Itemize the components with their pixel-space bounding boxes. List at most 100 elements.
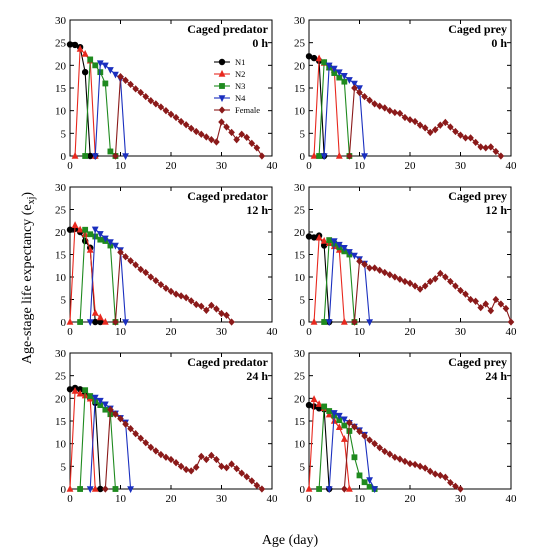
data-point (71, 221, 79, 228)
data-point (81, 49, 89, 57)
data-point (66, 484, 74, 492)
series-female (112, 248, 235, 326)
data-point (356, 427, 363, 436)
y-tick-label: 20 (55, 60, 67, 72)
data-point (406, 459, 414, 468)
data-point (356, 85, 363, 93)
data-point (87, 231, 94, 238)
series-female (102, 406, 266, 493)
plot-area (66, 41, 266, 161)
data-point (340, 245, 348, 252)
data-point (315, 400, 323, 407)
data-point (132, 261, 139, 269)
data-point (310, 395, 318, 402)
y-tick-label: 10 (55, 272, 67, 284)
data-point (442, 118, 449, 127)
data-point (371, 486, 379, 494)
series-female (351, 257, 515, 326)
data-point (82, 387, 89, 394)
data-point (340, 416, 348, 424)
data-point (507, 318, 515, 326)
data-point (356, 257, 363, 265)
data-point (101, 235, 109, 243)
plot-frame (69, 186, 273, 323)
data-point (86, 319, 94, 327)
x-tick-label: 40 (506, 493, 518, 505)
data-point (96, 397, 104, 405)
y-tick-label: 30 (294, 15, 306, 27)
panel-title: Caged prey (448, 189, 507, 203)
y-tick-label: 20 (294, 393, 306, 405)
data-point (452, 127, 459, 136)
y-tick-label: 30 (294, 182, 306, 194)
data-point (81, 68, 89, 76)
data-point (253, 144, 261, 152)
data-point (112, 410, 119, 418)
data-point (330, 410, 338, 417)
data-point (361, 260, 368, 269)
data-point (421, 464, 429, 472)
data-point (426, 277, 434, 286)
data-point (351, 252, 358, 260)
data-point (497, 152, 505, 160)
data-point (391, 273, 399, 281)
legend-label: N3 (235, 81, 245, 91)
y-tick-label: 5 (61, 461, 67, 473)
data-point (340, 317, 348, 325)
data-point (122, 420, 129, 428)
y-tick-label: 0 (61, 317, 67, 329)
x-tick-label: 20 (166, 160, 178, 172)
data-point (112, 242, 119, 250)
legend-label: N4 (235, 93, 246, 103)
data-point (477, 143, 485, 151)
data-point (335, 241, 343, 249)
data-point (421, 282, 429, 290)
data-point (233, 136, 240, 144)
data-point (107, 67, 114, 74)
plot-area (305, 53, 505, 161)
data-point (182, 121, 190, 129)
x-tick-label: 10 (354, 326, 366, 338)
data-point (96, 313, 104, 321)
data-point (228, 460, 235, 468)
y-tick-label: 0 (300, 151, 306, 163)
data-point (346, 484, 353, 492)
plot-frame (308, 19, 512, 157)
legend-marker (219, 83, 225, 89)
data-point (77, 486, 83, 492)
data-point (258, 152, 266, 160)
data-point (381, 268, 389, 277)
data-point (416, 121, 424, 129)
y-tick-label: 15 (294, 83, 306, 95)
data-point (416, 462, 424, 470)
data-point (112, 486, 119, 492)
y-tick-label: 10 (55, 439, 67, 451)
data-point (208, 136, 215, 144)
panel-subtitle: 12 h (246, 203, 268, 217)
legend: N1 N2 N3 N4 Female (214, 57, 260, 115)
data-point (371, 100, 378, 108)
data-point (142, 268, 150, 277)
data-point (340, 435, 348, 442)
y-tick-label: 30 (294, 348, 306, 360)
data-point (346, 249, 353, 256)
data-point (366, 96, 373, 104)
data-point (102, 485, 109, 493)
data-point (218, 309, 225, 318)
data-point (396, 455, 404, 463)
data-point (381, 104, 389, 112)
data-point (326, 237, 333, 243)
data-point (346, 152, 353, 160)
data-point (321, 319, 328, 325)
data-point (203, 133, 210, 141)
data-point (477, 303, 485, 312)
data-point (157, 281, 165, 289)
y-tick-label: 10 (55, 106, 67, 118)
data-point (411, 282, 419, 290)
data-point (346, 77, 353, 84)
data-point (431, 275, 439, 283)
data-point (177, 117, 185, 126)
data-point (472, 138, 479, 147)
y-tick-label: 30 (55, 348, 67, 360)
data-point (497, 300, 505, 308)
